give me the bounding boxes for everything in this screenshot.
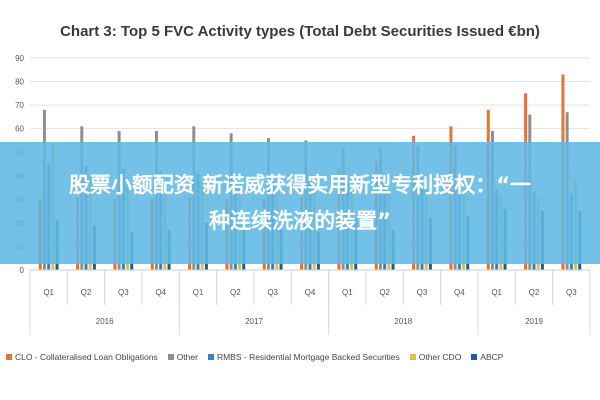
x-tick-label: Q1 — [43, 288, 54, 297]
y-tick-label: 80 — [15, 78, 24, 87]
legend-label: ABCP — [480, 352, 504, 362]
x-tick-label: Q4 — [454, 288, 465, 297]
year-group-label: 2018 — [394, 317, 412, 326]
year-group-label: 2017 — [245, 317, 263, 326]
legend-swatch — [207, 354, 214, 360]
legend-label: CLO - Collateralised Loan Obligations — [15, 352, 158, 362]
x-tick-label: Q3 — [417, 288, 428, 297]
y-tick-label: 70 — [15, 101, 24, 110]
legend-swatch — [471, 354, 478, 360]
x-tick-label: Q3 — [566, 288, 577, 297]
y-tick-label: 0 — [20, 266, 25, 275]
legend-swatch — [409, 354, 416, 360]
x-tick-label: Q3 — [267, 288, 278, 297]
legend-label: Other — [176, 352, 198, 362]
chart-title: Chart 3: Top 5 FVC Activity types (Total… — [60, 23, 540, 40]
year-group-label: 2016 — [96, 317, 114, 326]
x-tick-label: Q4 — [155, 288, 166, 297]
legend-item: Other — [167, 352, 198, 362]
y-tick-label: 90 — [15, 54, 24, 63]
x-tick-label: Q1 — [491, 288, 502, 297]
legend-label: Other CDO — [418, 352, 462, 362]
overlay-banner: 股票小额配资 新诺威获得实用新型专利授权：“一 种连续洗液的装置” — [0, 142, 600, 264]
x-tick-label: Q3 — [118, 288, 129, 297]
x-tick-label: Q1 — [342, 288, 353, 297]
legend: CLO - Collateralised Loan Obligations Oth… — [6, 348, 596, 366]
x-tick-label: Q4 — [305, 288, 316, 297]
x-tick-label: Q2 — [81, 288, 92, 297]
y-tick-label: 60 — [15, 125, 24, 134]
overlay-text-line1: 股票小额配资 新诺威获得实用新型专利授权：“一 — [68, 173, 532, 197]
legend-item: CLO - Collateralised Loan Obligations — [6, 352, 158, 362]
legend-label: RMBS - Residential Mortgage Backed Secur… — [216, 352, 400, 362]
x-tick-label: Q2 — [379, 288, 390, 297]
legend-swatch — [6, 354, 12, 360]
year-group-label: 2019 — [525, 317, 543, 326]
legend-item: RMBS - Residential Mortgage Backed Secur… — [207, 352, 400, 362]
legend-item: ABCP — [471, 352, 503, 362]
overlay-text-line2: 种连续洗液的装置” — [209, 209, 391, 233]
legend-item: Other CDO — [409, 352, 462, 362]
x-tick-label: Q2 — [529, 288, 540, 297]
x-tick-label: Q2 — [230, 288, 241, 297]
x-tick-label: Q1 — [193, 288, 204, 297]
legend-swatch — [167, 354, 174, 360]
